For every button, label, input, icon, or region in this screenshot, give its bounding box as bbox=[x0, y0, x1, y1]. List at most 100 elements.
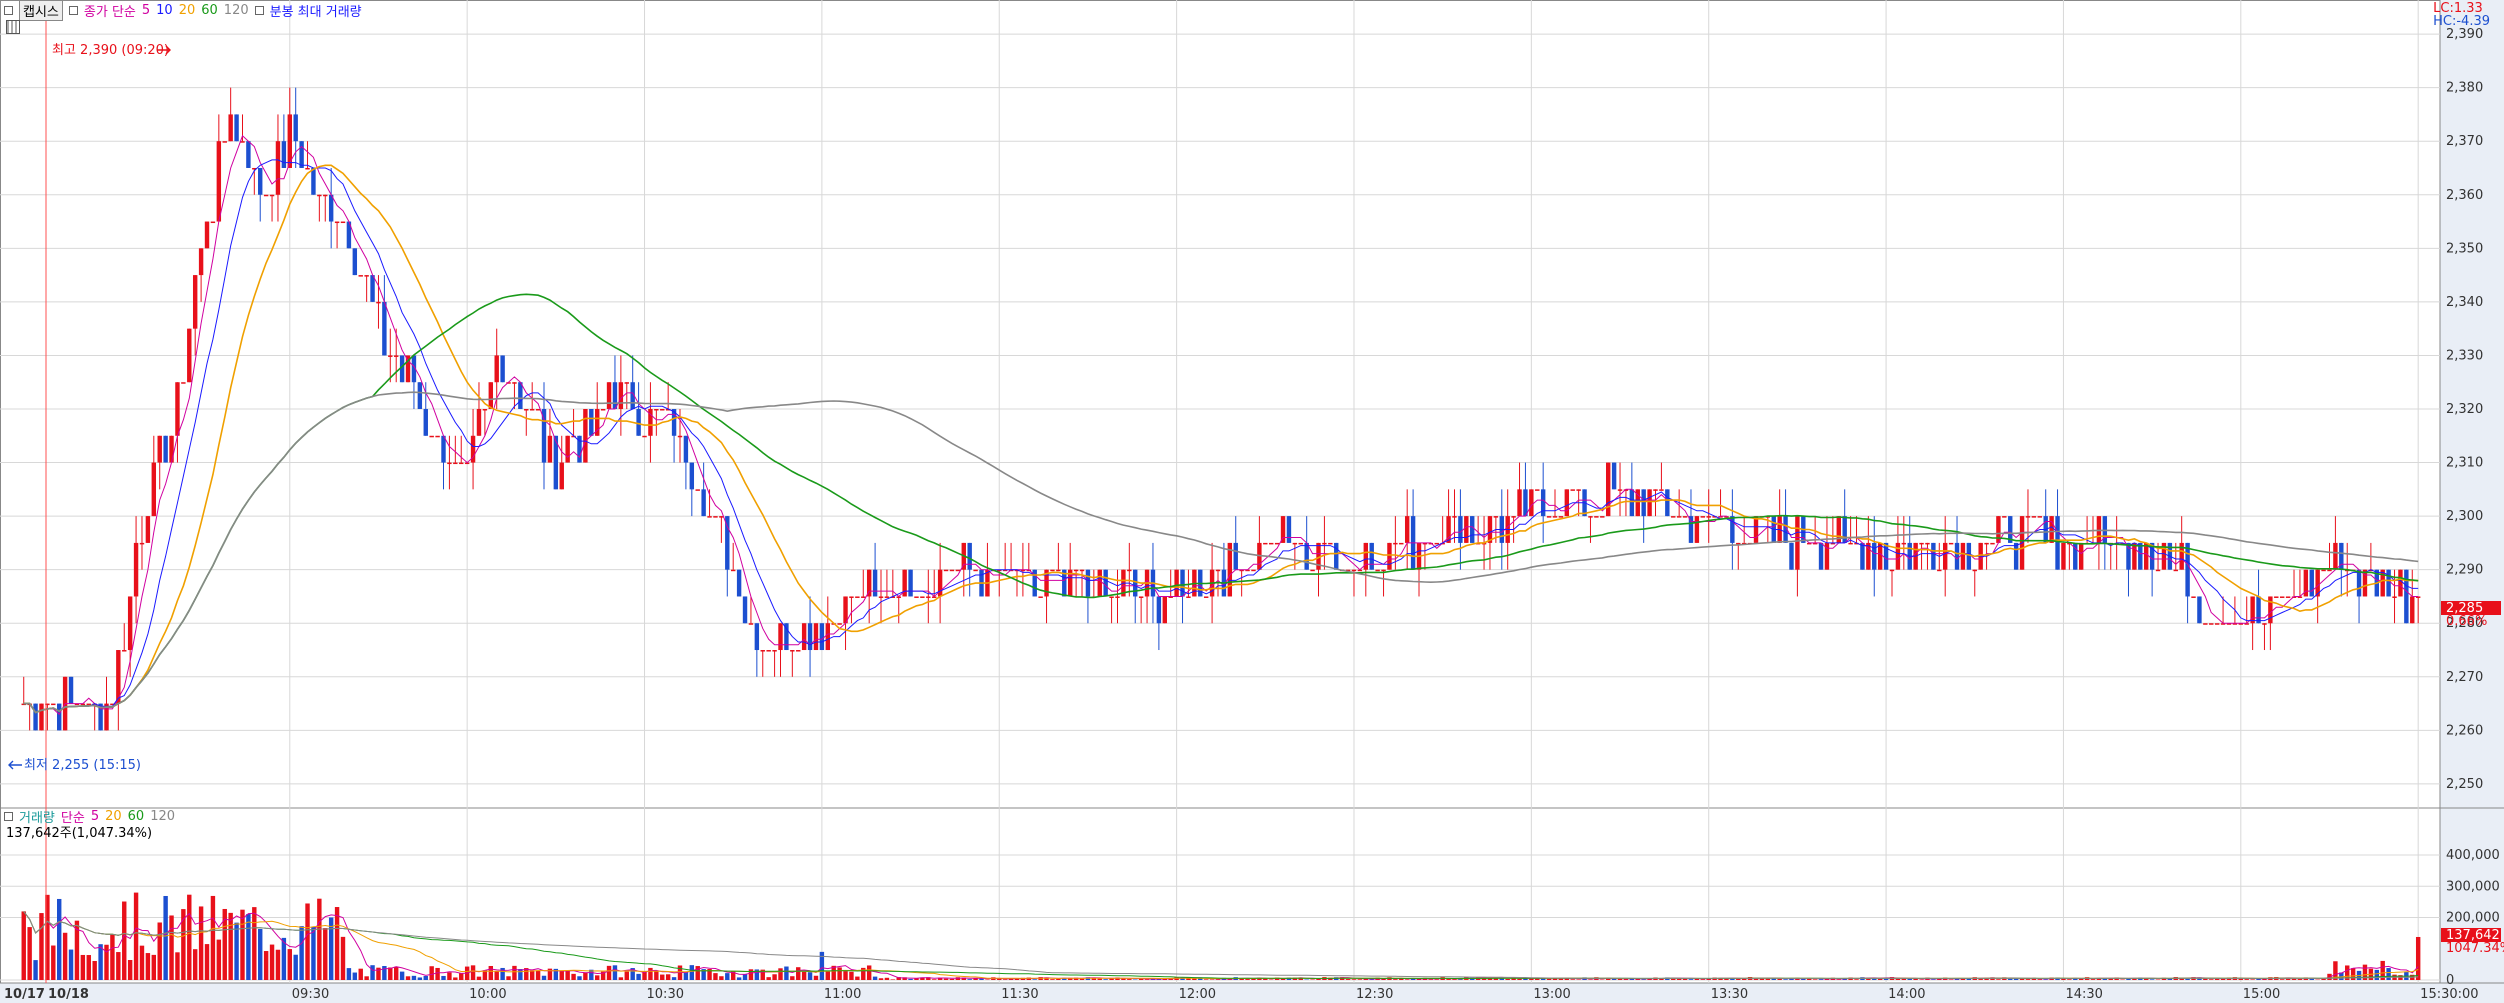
candle-body bbox=[287, 114, 292, 168]
candle-body bbox=[1724, 516, 1729, 518]
candle-body bbox=[2067, 542, 2072, 545]
candle-body bbox=[1310, 569, 1315, 572]
candle-body bbox=[1127, 569, 1132, 572]
volume-bar bbox=[1239, 978, 1244, 980]
volume-bar bbox=[1404, 979, 1410, 980]
candle-body bbox=[1682, 516, 1688, 518]
ma5-label: 5 bbox=[141, 2, 151, 18]
volume-bar bbox=[1718, 977, 1723, 980]
candle-body bbox=[1812, 542, 1818, 545]
volume-bar bbox=[210, 895, 216, 980]
volume-bar bbox=[1552, 977, 1558, 980]
candle-body bbox=[2203, 623, 2208, 625]
time-tick-label: 14:30 bbox=[2065, 987, 2102, 1002]
candle-body bbox=[524, 409, 529, 411]
volume-bar bbox=[813, 975, 819, 980]
volume-bar bbox=[1127, 979, 1132, 980]
candle-body bbox=[500, 355, 505, 383]
candle-body bbox=[1700, 516, 1706, 518]
volume-bar bbox=[104, 944, 109, 980]
volume-bar bbox=[1511, 978, 1516, 980]
volume-bar bbox=[1263, 978, 1268, 980]
volume-bar bbox=[1966, 978, 1972, 980]
volume-bar bbox=[2214, 978, 2220, 980]
price-tick-label: 2,330 bbox=[2446, 348, 2483, 363]
hc-value: HC:-4.39 bbox=[2433, 14, 2490, 29]
volume-bar bbox=[287, 949, 292, 980]
candle-body bbox=[1996, 516, 2001, 543]
candle-body bbox=[234, 114, 239, 142]
candle-body bbox=[541, 409, 547, 463]
candle-body bbox=[187, 328, 192, 383]
volume-tick-labels: 0 200,000 300,000 400,000 bbox=[2446, 848, 2500, 988]
candle-body bbox=[660, 409, 665, 411]
candle-body bbox=[772, 650, 777, 652]
time-tick-label: 10:00 bbox=[469, 987, 506, 1002]
high-annotation: 최고 2,390 (09:20) bbox=[52, 43, 169, 58]
volume-bar bbox=[1428, 979, 1434, 980]
vma120-label: 120 bbox=[150, 808, 176, 824]
price-tick-label: 2,380 bbox=[2446, 81, 2483, 96]
volume-bar bbox=[1818, 979, 1824, 980]
volume-bar bbox=[2149, 979, 2155, 980]
volume-bar bbox=[228, 912, 233, 980]
candle-body bbox=[435, 435, 440, 438]
checkbox-icon[interactable] bbox=[254, 5, 264, 15]
volume-bar bbox=[725, 973, 730, 980]
volume-bar bbox=[1115, 977, 1120, 980]
candle-body bbox=[1452, 516, 1457, 518]
volume-bar bbox=[133, 892, 139, 980]
volume-bar bbox=[855, 976, 860, 980]
volume-bar bbox=[1269, 979, 1274, 980]
candle-body bbox=[2025, 516, 2031, 518]
volume-bar bbox=[2013, 978, 2019, 980]
volume-bar bbox=[1937, 978, 1942, 980]
volume-bar bbox=[27, 927, 32, 980]
candle-body bbox=[1546, 516, 1552, 518]
checkbox-icon[interactable] bbox=[68, 5, 78, 15]
volume-bar bbox=[1002, 979, 1008, 980]
chart-type-button[interactable]: 캡시스 bbox=[19, 0, 63, 21]
volume-bar bbox=[713, 973, 718, 980]
volume-bar bbox=[1611, 978, 1617, 980]
candle-body bbox=[1653, 489, 1658, 491]
volume-bar bbox=[1812, 979, 1818, 980]
last-volume-pct: 1047.34% bbox=[2446, 941, 2504, 956]
volume-bar bbox=[1351, 979, 1357, 980]
checkbox-icon[interactable] bbox=[4, 5, 13, 15]
volume-bar bbox=[157, 922, 162, 980]
candle-body bbox=[1097, 569, 1102, 597]
volume-bar bbox=[837, 967, 842, 980]
price-tick-label: 2,260 bbox=[2446, 723, 2483, 738]
candle-body bbox=[98, 703, 103, 731]
volume-bar bbox=[1050, 979, 1055, 980]
candle-body bbox=[518, 382, 523, 409]
volume-bar bbox=[689, 965, 695, 980]
max-volume-label: 분봉 최대 거래량 bbox=[269, 4, 362, 20]
volume-bar bbox=[328, 917, 334, 980]
candle-body bbox=[441, 435, 446, 463]
candle-body bbox=[1901, 542, 1907, 545]
volume-bar bbox=[979, 978, 984, 980]
candle-body bbox=[1741, 542, 1747, 545]
candle-body bbox=[1487, 516, 1493, 543]
grid-toggle-icon[interactable] bbox=[6, 20, 20, 34]
volume-bar bbox=[317, 898, 322, 980]
checkbox-icon[interactable] bbox=[4, 811, 13, 821]
volume-bar bbox=[21, 911, 26, 980]
candle-body bbox=[1594, 516, 1599, 518]
candle-body bbox=[1753, 516, 1759, 543]
price-tick-label: 2,280 bbox=[2446, 616, 2483, 631]
candle-body bbox=[837, 623, 842, 625]
candle-body bbox=[2244, 623, 2249, 625]
volume-ma-line bbox=[23, 911, 2419, 979]
candle-body bbox=[275, 141, 281, 195]
volume-bar bbox=[665, 974, 671, 980]
volume-bar bbox=[405, 976, 411, 980]
candle-body bbox=[1493, 516, 1499, 518]
volume-bar bbox=[2019, 978, 2025, 980]
volume-bar bbox=[695, 966, 700, 980]
candle-body bbox=[1334, 542, 1339, 570]
candle-body bbox=[855, 596, 860, 598]
